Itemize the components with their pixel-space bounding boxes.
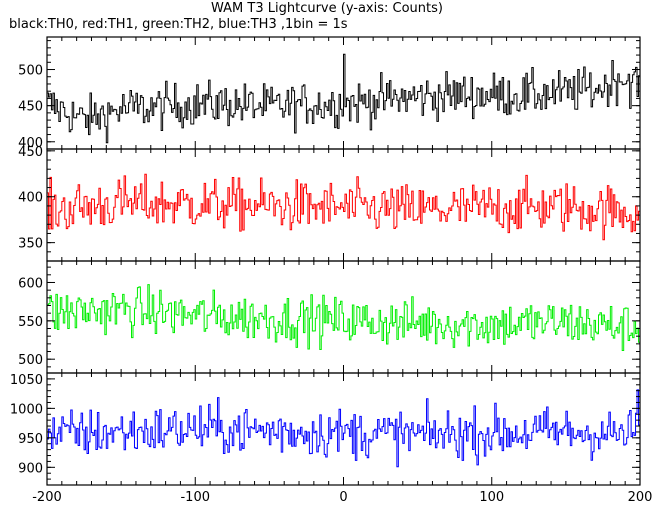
y-tick-label: 600: [18, 276, 43, 291]
series-line-th3: [47, 389, 641, 468]
chart-title: WAM T3 Lightcurve (y-axis: Counts): [211, 1, 443, 16]
series-line-th1: [47, 173, 641, 241]
series-line-th2: [47, 284, 641, 351]
y-tick-label: 1050: [10, 373, 43, 388]
x-tick-label: -100: [180, 490, 210, 505]
y-tick-label: 400: [18, 136, 43, 151]
y-tick-label: 550: [18, 315, 43, 330]
y-tick-label: 900: [18, 461, 43, 476]
y-tick-label: 400: [18, 191, 43, 206]
x-tick-label: 200: [628, 490, 653, 505]
chart-subtitle: black:TH0, red:TH1, green:TH2, blue:TH3 …: [9, 17, 348, 32]
y-tick-label: 950: [18, 432, 43, 447]
x-tick-label: -200: [32, 490, 62, 505]
y-tick-label: 500: [18, 353, 43, 368]
y-tick-label: 450: [18, 145, 43, 160]
y-tick-label: 1000: [10, 402, 43, 417]
y-tick-label: 500: [18, 64, 43, 79]
x-tick-label: 0: [339, 490, 347, 505]
y-tick-label: 350: [18, 237, 43, 252]
series-line-th0: [47, 53, 641, 144]
y-tick-label: 450: [18, 100, 43, 115]
x-tick-label: 100: [479, 490, 504, 505]
